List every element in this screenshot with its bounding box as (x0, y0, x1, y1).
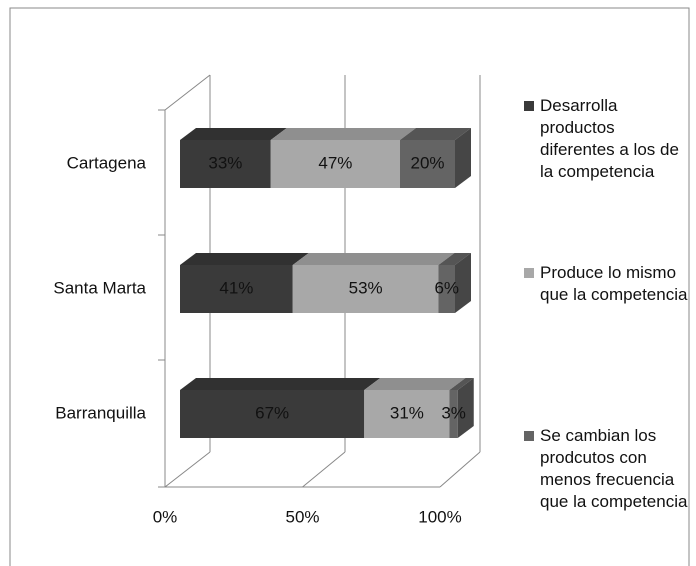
bar-top (180, 253, 309, 265)
bar-side (455, 128, 471, 188)
data-label: 31% (390, 403, 424, 422)
bar-top (180, 128, 287, 140)
bar (180, 140, 271, 188)
grid-line (439, 451, 481, 488)
bar-top (180, 378, 381, 390)
bar-top (449, 378, 474, 390)
data-label: 53% (349, 278, 383, 297)
y-tick-label: Cartagena (67, 153, 147, 172)
x-tick-label: 50% (285, 507, 319, 526)
y-tick-label: Santa Marta (53, 278, 146, 297)
legend-swatch (524, 268, 534, 278)
bar-side (455, 253, 471, 313)
legend-swatch (524, 101, 534, 111)
bar (438, 265, 455, 313)
legend-swatch (524, 431, 534, 441)
legend-label: Desarrolla productos diferentes a los de… (540, 96, 679, 181)
bar-top (292, 253, 455, 265)
data-label: 20% (410, 153, 444, 172)
data-label: 41% (219, 278, 253, 297)
x-tick-label: 100% (418, 507, 461, 526)
legend-label: Se cambian los prodcutos con menos frecu… (540, 426, 688, 511)
wall-top (164, 74, 211, 111)
bar (364, 390, 450, 438)
bar (292, 265, 439, 313)
bar-side (457, 378, 474, 438)
grid-line (302, 451, 346, 488)
bar-top (438, 253, 471, 265)
data-label: 33% (208, 153, 242, 172)
bar (449, 390, 458, 438)
y-tick-label: Barranquilla (55, 403, 146, 422)
bar-top (270, 128, 416, 140)
data-label: 47% (318, 153, 352, 172)
bar-top (400, 128, 471, 140)
chart-border (9, 7, 690, 566)
data-label: 6% (434, 278, 459, 297)
x-tick-label: 0% (153, 507, 178, 526)
bar-top (364, 378, 466, 390)
data-label: 3% (441, 403, 466, 422)
grid-line (164, 451, 211, 488)
bar (400, 140, 455, 188)
bar (180, 265, 293, 313)
data-label: 67% (255, 403, 289, 422)
bar (270, 140, 400, 188)
bar (180, 390, 365, 438)
legend-label: Produce lo mismo que la competencia (540, 263, 688, 304)
